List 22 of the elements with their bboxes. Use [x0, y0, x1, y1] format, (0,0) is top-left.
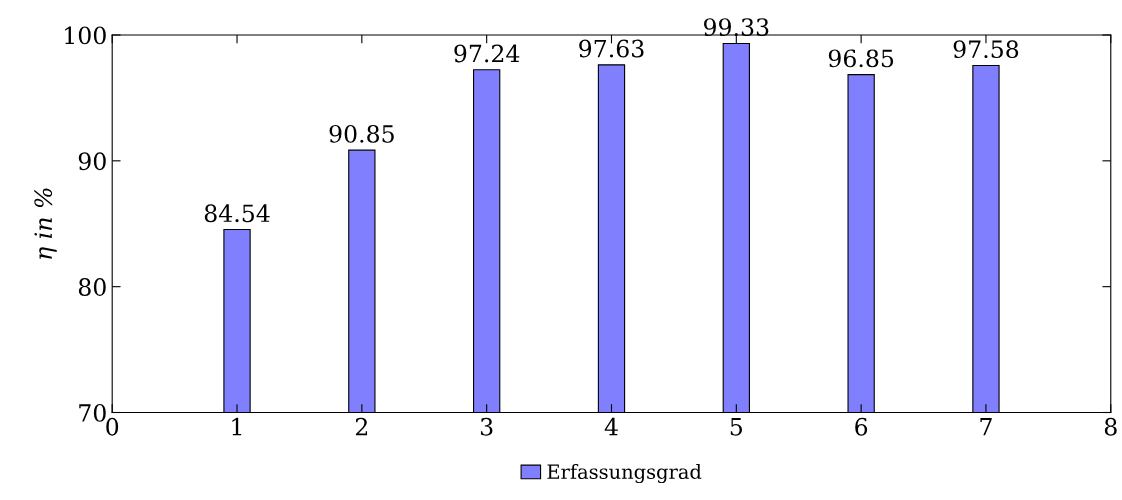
data-label: 90.85: [329, 124, 394, 143]
data-label: 84.54: [204, 204, 270, 223]
x-tick-label: 3: [480, 417, 493, 436]
x-tick-label: 0: [106, 417, 119, 436]
x-tick-label: 7: [980, 418, 992, 436]
data-label: 99.33: [704, 18, 769, 37]
y-axis-title: η in %: [34, 188, 57, 259]
data-label: 97.24: [454, 44, 520, 63]
x-tick-label: 4: [604, 417, 618, 436]
data-label: 97.63: [579, 39, 644, 58]
x-tick-label: 2: [355, 417, 368, 436]
x-tick-label: 5: [730, 418, 742, 436]
y-tick-label: 100: [65, 26, 106, 45]
x-tick-label: 1: [232, 417, 242, 436]
y-tick-label: 90: [78, 152, 106, 171]
y-tick-label: 70: [79, 403, 106, 422]
x-tick-label: 8: [1104, 417, 1117, 436]
data-label: 97.58: [953, 40, 1019, 59]
x-tick-label: 6: [855, 417, 868, 436]
legend-label: Erfassungsgrad: [547, 463, 702, 484]
y-tick-label: 80: [78, 278, 106, 296]
data-label: 96.85: [828, 49, 894, 68]
